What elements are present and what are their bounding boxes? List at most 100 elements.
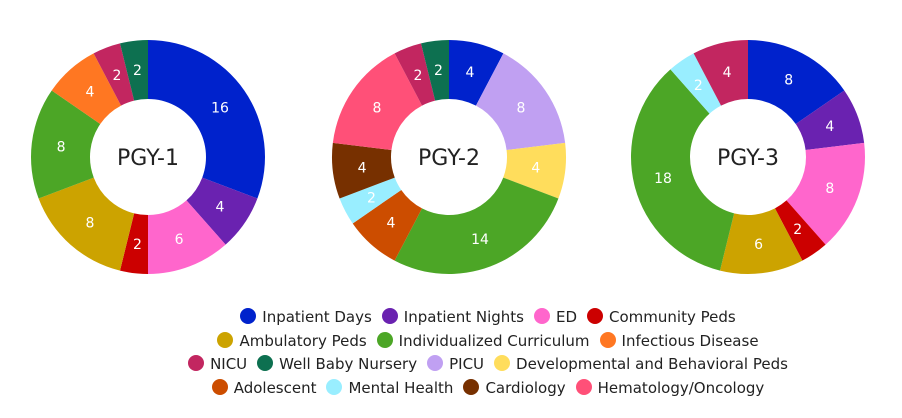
- legend-item-ed[interactable]: ED: [534, 306, 577, 330]
- legend-label: Developmental and Behavioral Peds: [516, 355, 788, 373]
- legend-swatch: [599, 331, 616, 348]
- data-label: 4: [531, 161, 540, 177]
- data-label: 4: [825, 119, 834, 135]
- slice-inpatient-days[interactable]: [449, 40, 504, 106]
- legend-label: Mental Health: [348, 378, 454, 397]
- legend-item-picu[interactable]: PICU: [427, 353, 484, 377]
- legend-item-hematology-oncology[interactable]: Hematology/Oncology: [575, 377, 764, 401]
- legend-label: Adolescent: [233, 378, 317, 397]
- legend-item-mental-health[interactable]: Mental Health: [326, 377, 453, 401]
- slice-ed[interactable]: [786, 142, 865, 245]
- data-label: 6: [754, 237, 763, 253]
- slice-hematology-oncology[interactable]: [332, 53, 423, 151]
- data-label: 6: [175, 232, 184, 248]
- legend-label: Ambulatory Peds: [239, 331, 367, 350]
- legend-swatch: [427, 355, 444, 371]
- legend-swatch: [376, 331, 393, 348]
- slice-ed[interactable]: [148, 200, 226, 274]
- legend-swatch: [257, 355, 274, 371]
- data-label: 2: [414, 68, 423, 84]
- slice-cardiology[interactable]: [332, 142, 395, 199]
- slice-individualized-curriculum[interactable]: [631, 69, 735, 271]
- legend-label: ED: [556, 308, 578, 326]
- donut-pgy-3: 8 4 8 2 6 18 2 4 PGY-3: [631, 40, 865, 274]
- legend-swatch: [534, 308, 550, 324]
- slice-well-baby-nursery[interactable]: [421, 40, 449, 101]
- chart-title: PGY-1: [117, 146, 179, 171]
- data-label: 8: [86, 215, 95, 231]
- chart-title: PGY-2: [418, 146, 480, 171]
- data-label: 4: [358, 161, 367, 177]
- legend-item-community-peds[interactable]: Community Peds: [587, 306, 736, 330]
- legend-label: Inpatient Days: [262, 308, 372, 326]
- slice-developmental-and-behavioral-peds[interactable]: [503, 142, 566, 199]
- legend-swatch: [326, 378, 343, 395]
- legend-item-adolescent[interactable]: Adolescent: [211, 377, 317, 401]
- slice-well-baby-nursery[interactable]: [120, 40, 148, 101]
- slice-community-peds[interactable]: [120, 213, 148, 274]
- data-label: 4: [465, 65, 474, 81]
- legend-item-developmental-and-behavioral-peds[interactable]: Developmental and Behavioral Peds: [494, 353, 788, 377]
- legend-label: Cardiology: [485, 378, 566, 397]
- data-label: 2: [133, 63, 142, 79]
- data-label: 18: [654, 171, 672, 187]
- legend-swatch: [211, 378, 228, 395]
- chart-title: PGY-3: [717, 146, 779, 171]
- slice-nicu[interactable]: [693, 40, 748, 106]
- slice-ambulatory-peds[interactable]: [720, 208, 803, 274]
- slice-individualized-curriculum[interactable]: [31, 90, 101, 199]
- legend-swatch: [188, 355, 205, 371]
- slice-inpatient-nights[interactable]: [186, 177, 258, 245]
- legend-swatch: [494, 355, 511, 371]
- slice-picu[interactable]: [475, 53, 566, 151]
- legend-item-individualized-curriculum[interactable]: Individualized Curriculum: [376, 330, 590, 354]
- data-label: 8: [784, 73, 793, 89]
- legend-swatch: [217, 331, 234, 348]
- legend-swatch: [381, 308, 398, 324]
- data-label: 2: [694, 78, 703, 94]
- legend-label: Inpatient Nights: [403, 308, 524, 326]
- legend-row: Ambulatory Peds Individualized Curriculum…: [0, 330, 902, 354]
- legend-swatch: [575, 378, 592, 395]
- legend-item-ambulatory-peds[interactable]: Ambulatory Peds: [217, 330, 367, 354]
- slice-inpatient-days[interactable]: [748, 40, 845, 125]
- data-label: 8: [57, 139, 66, 155]
- legend-item-cardiology[interactable]: Cardiology: [463, 377, 566, 401]
- slice-inpatient-nights[interactable]: [795, 90, 865, 151]
- legend-swatch: [240, 308, 257, 324]
- slice-mental-health[interactable]: [670, 53, 722, 114]
- legend: Inpatient Days Inpatient Nights ED Communit…: [0, 306, 902, 400]
- slice-community-peds[interactable]: [774, 200, 826, 261]
- legend-item-inpatient-nights[interactable]: Inpatient Nights: [381, 306, 524, 330]
- legend-item-nicu[interactable]: NICU: [188, 353, 247, 377]
- legend-item-inpatient-days[interactable]: Inpatient Days: [240, 306, 372, 330]
- data-label: 8: [373, 100, 382, 116]
- data-label: 2: [367, 191, 376, 207]
- data-label: 8: [825, 181, 834, 197]
- legend-item-infectious-disease[interactable]: Infectious Disease: [599, 330, 759, 354]
- slice-inpatient-days[interactable]: [148, 40, 265, 199]
- data-label: 8: [517, 100, 526, 116]
- slice-ambulatory-peds[interactable]: [38, 177, 135, 271]
- data-label: 2: [133, 237, 142, 253]
- legend-label: Infectious Disease: [621, 331, 759, 350]
- slice-infectious-disease[interactable]: [51, 53, 122, 125]
- data-label: 2: [434, 63, 443, 79]
- data-label: 16: [211, 100, 229, 116]
- slice-adolescent[interactable]: [352, 189, 423, 261]
- legend-item-well-baby-nursery[interactable]: Well Baby Nursery: [257, 353, 417, 377]
- slice-individualized-curriculum[interactable]: [394, 177, 559, 275]
- slice-nicu[interactable]: [394, 43, 436, 106]
- data-label: 2: [113, 68, 122, 84]
- data-label: 4: [216, 200, 225, 216]
- data-label: 4: [723, 65, 732, 81]
- legend-label: PICU: [449, 355, 485, 373]
- legend-swatch: [587, 308, 604, 324]
- data-label: 14: [471, 232, 489, 248]
- data-label: 2: [793, 222, 802, 238]
- slice-mental-health[interactable]: [339, 177, 402, 224]
- slice-nicu[interactable]: [93, 43, 135, 106]
- legend-label: Individualized Curriculum: [398, 331, 590, 350]
